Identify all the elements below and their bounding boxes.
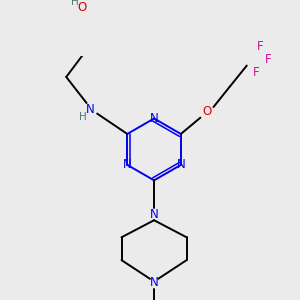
Text: H: H <box>70 0 78 7</box>
Text: N: N <box>150 208 158 221</box>
Text: F: F <box>256 40 263 52</box>
Text: N: N <box>150 112 158 125</box>
Text: O: O <box>202 105 212 118</box>
Text: F: F <box>265 52 271 66</box>
Text: H: H <box>80 112 87 122</box>
Text: N: N <box>176 158 185 171</box>
Text: N: N <box>123 158 132 171</box>
Text: F: F <box>253 66 260 79</box>
Text: N: N <box>86 103 95 116</box>
Text: N: N <box>150 276 158 290</box>
Text: O: O <box>77 1 86 14</box>
